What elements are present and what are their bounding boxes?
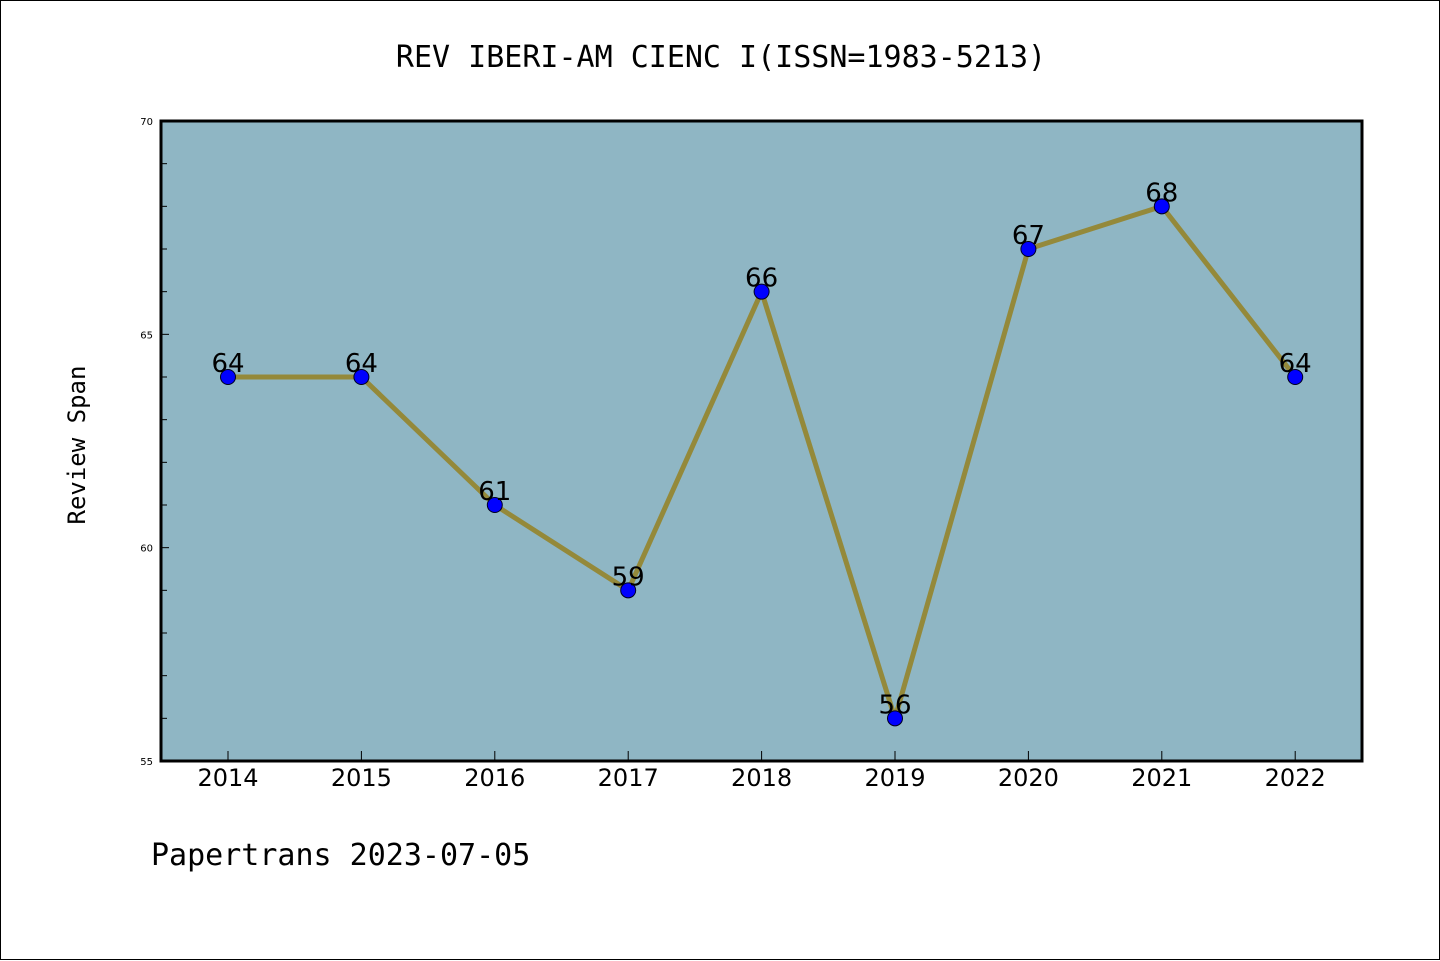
- series-layer: 64 64 61 59 66 56 67 68 64: [211, 178, 1312, 727]
- y-tick-label: 60: [140, 544, 153, 555]
- footer-text: Papertrans 2023-07-05: [151, 838, 530, 873]
- x-axis: 2014 2015 2016 2017 2018 2019 2020 2021 2022: [197, 751, 1326, 792]
- data-point: [753, 283, 770, 300]
- plot-border: [159, 119, 1364, 763]
- x-tick-label: 2020: [998, 764, 1059, 792]
- data-label: 66: [745, 264, 778, 294]
- chart-title: REV IBERI-AM CIENC I(ISSN=1983-5213): [396, 40, 1046, 75]
- data-label: 59: [612, 562, 645, 592]
- x-tick-label: 2017: [598, 764, 659, 792]
- data-point: [1020, 241, 1037, 257]
- y-tick-label: 70: [140, 117, 153, 128]
- data-label: 56: [878, 690, 911, 720]
- x-tick-label: 2019: [864, 764, 925, 792]
- data-label: 64: [345, 349, 378, 379]
- data-label: 68: [1145, 178, 1178, 208]
- data-point: [220, 369, 236, 385]
- x-tick-label: 2014: [197, 764, 258, 792]
- x-tick-label: 2018: [731, 764, 792, 792]
- x-tick-label: 2022: [1265, 764, 1326, 792]
- data-point: [486, 497, 503, 513]
- data-label: 61: [478, 477, 511, 507]
- data-point: [1287, 369, 1304, 385]
- y-axis-label: Review Span: [63, 366, 91, 525]
- data-point: [353, 369, 370, 385]
- data-label: 64: [211, 349, 244, 379]
- data-point: [620, 582, 637, 599]
- data-point: [1153, 198, 1170, 215]
- x-tick-label: 2015: [331, 764, 392, 792]
- data-label: 67: [1012, 221, 1045, 251]
- y-tick-label: 55: [140, 757, 153, 768]
- x-tick-label: 2016: [464, 764, 525, 792]
- data-point: [887, 710, 903, 727]
- plot-area: [161, 121, 1362, 761]
- y-tick-label: 65: [140, 330, 153, 341]
- x-tick-label: 2021: [1131, 764, 1192, 792]
- data-label: 64: [1279, 349, 1312, 379]
